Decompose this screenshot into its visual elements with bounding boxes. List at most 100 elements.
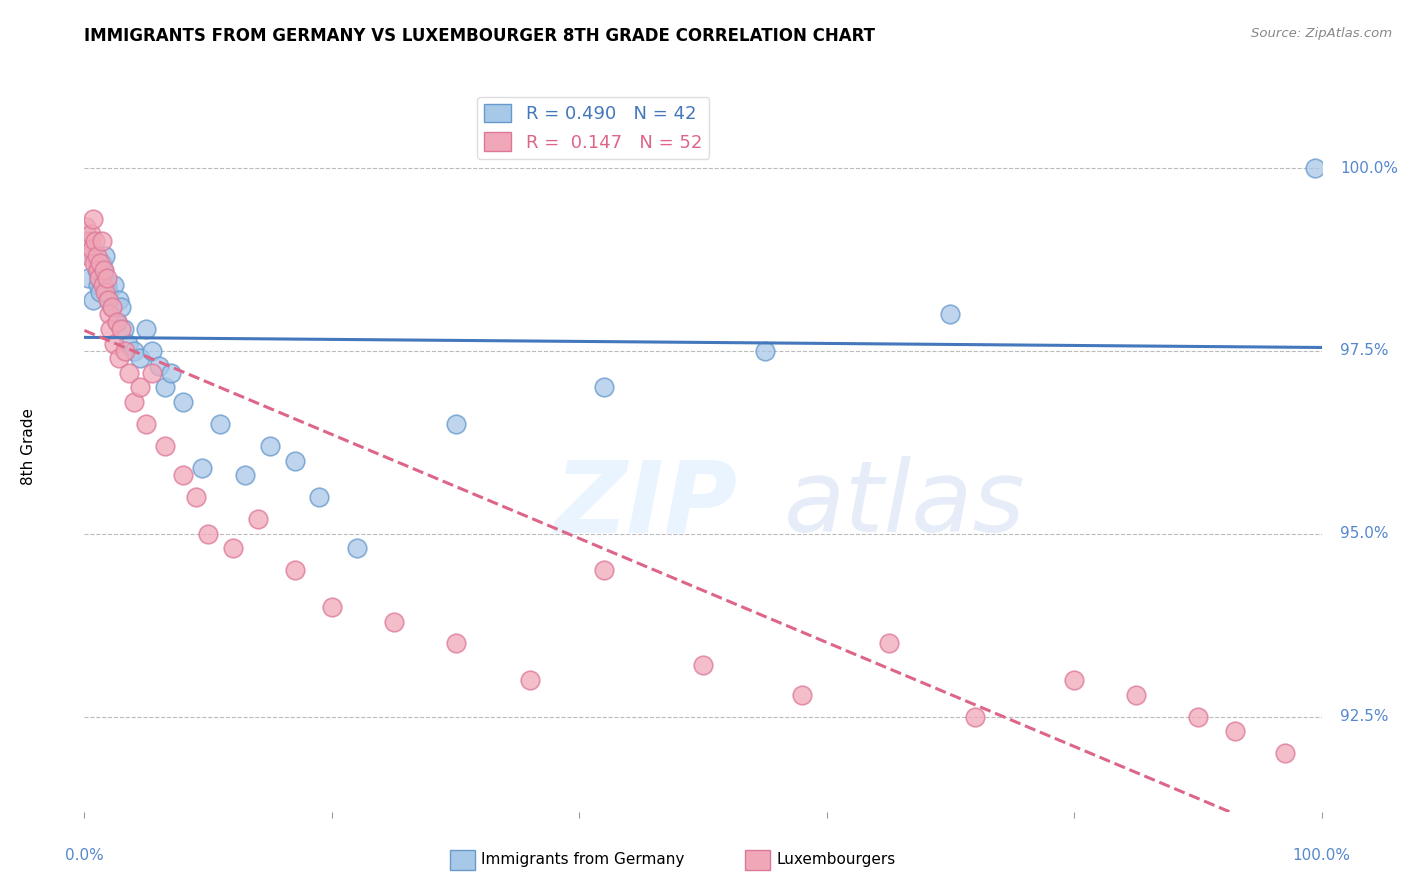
Point [97, 285, 120, 300]
Point [593, 380, 616, 394]
Point [135, 322, 157, 336]
Point [105, 315, 128, 329]
Text: 100.0%: 100.0% [1340, 161, 1398, 176]
Point [172, 468, 194, 483]
Point [90, 256, 112, 270]
Point [108, 293, 131, 307]
Point [114, 343, 136, 358]
Text: 92.5%: 92.5% [1340, 709, 1389, 724]
Text: 100.0%: 100.0% [1292, 848, 1351, 863]
Point [197, 526, 219, 541]
Point [284, 563, 307, 577]
Point [100, 300, 122, 314]
Point [259, 439, 281, 453]
Point [96, 270, 118, 285]
Point [129, 351, 152, 366]
Point [141, 366, 163, 380]
Text: Source: ZipAtlas.com: Source: ZipAtlas.com [1251, 27, 1392, 40]
Point [117, 336, 139, 351]
Point [233, 468, 256, 483]
Point [1125, 688, 1147, 702]
Point [444, 417, 467, 431]
Point [93, 263, 115, 277]
Point [108, 351, 131, 366]
Point [153, 380, 176, 394]
Point [246, 512, 269, 526]
Point [89, 270, 111, 285]
Point [444, 636, 467, 650]
Point [75, 219, 97, 234]
Point [77, 270, 100, 285]
Point [83, 256, 105, 270]
Point [79, 227, 101, 241]
Point [593, 563, 616, 577]
Point [1274, 746, 1296, 760]
Point [129, 380, 152, 394]
Point [86, 249, 108, 263]
Point [98, 293, 121, 307]
Point [77, 234, 100, 248]
Point [103, 336, 125, 351]
Point [1063, 673, 1085, 687]
Point [87, 278, 110, 293]
Point [519, 673, 541, 687]
Point [321, 599, 343, 614]
Point [103, 278, 125, 293]
Point [191, 461, 214, 475]
Text: 0.0%: 0.0% [65, 848, 104, 863]
Point [1305, 161, 1327, 175]
Point [284, 453, 307, 467]
Point [98, 307, 121, 321]
Point [86, 263, 108, 277]
Point [184, 490, 207, 504]
Point [122, 395, 145, 409]
Point [79, 234, 101, 248]
Point [89, 270, 111, 285]
Point [97, 293, 120, 307]
Text: ZIP: ZIP [554, 456, 738, 553]
Point [91, 263, 114, 277]
Point [692, 658, 714, 673]
Text: 95.0%: 95.0% [1340, 526, 1389, 541]
Point [153, 439, 176, 453]
Point [209, 417, 232, 431]
Text: 8th Grade: 8th Grade [21, 408, 37, 484]
Text: 97.5%: 97.5% [1340, 343, 1389, 359]
Point [94, 249, 117, 263]
Point [141, 343, 163, 358]
Point [939, 307, 962, 321]
Point [96, 278, 118, 293]
Point [308, 490, 330, 504]
Point [83, 249, 105, 263]
Legend: R = 0.490   N = 42, R =  0.147   N = 52: R = 0.490 N = 42, R = 0.147 N = 52 [477, 96, 709, 159]
Point [84, 234, 107, 248]
Point [90, 234, 112, 248]
Point [135, 417, 157, 431]
Point [222, 541, 245, 556]
Point [110, 300, 132, 314]
Point [160, 366, 183, 380]
Point [346, 541, 368, 556]
Point [382, 615, 405, 629]
Point [1223, 724, 1246, 739]
Point [89, 256, 111, 270]
Point [82, 212, 104, 227]
Point [754, 343, 776, 358]
Text: atlas: atlas [783, 456, 1025, 553]
Text: IMMIGRANTS FROM GERMANY VS LUXEMBOURGER 8TH GRADE CORRELATION CHART: IMMIGRANTS FROM GERMANY VS LUXEMBOURGER … [84, 27, 876, 45]
Point [118, 366, 141, 380]
Point [148, 359, 170, 373]
Point [105, 315, 128, 329]
Point [965, 709, 987, 723]
Point [98, 322, 121, 336]
Point [877, 636, 900, 650]
Point [1187, 709, 1209, 723]
Point [790, 688, 813, 702]
Point [100, 300, 122, 314]
Point [94, 285, 117, 300]
Point [87, 263, 110, 277]
Point [80, 242, 103, 256]
Point [172, 395, 194, 409]
Point [122, 343, 145, 358]
Point [91, 278, 114, 293]
